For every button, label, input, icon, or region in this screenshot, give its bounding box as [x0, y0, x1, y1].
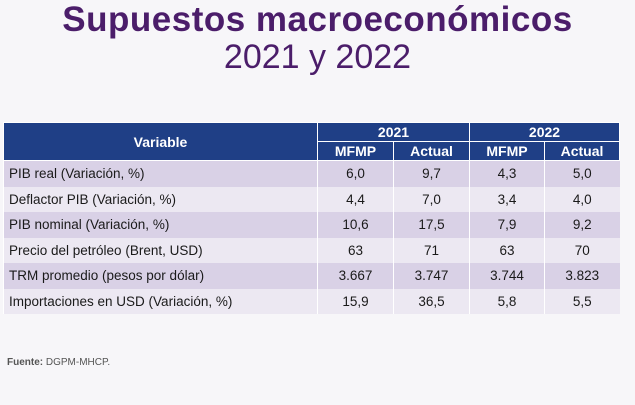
row-label: Deflactor PIB (Variación, %): [3, 186, 318, 212]
subheader-mfmp-2022: MFMP: [469, 141, 545, 161]
row-label: Precio del petróleo (Brent, USD): [3, 237, 318, 263]
cell-value: 63: [317, 237, 394, 263]
cell-value: 15,9: [317, 288, 394, 314]
cell-value: 10,6: [317, 212, 394, 238]
table-row: PIB nominal (Variación, %) 10,6 17,5 7,9…: [3, 212, 620, 238]
cell-value: 7,9: [469, 212, 545, 238]
source-text: DGPM-MHCP.: [45, 357, 111, 368]
page-title: Supuestos macroeconómicos: [62, 0, 573, 39]
variable-column-header: Variable: [3, 122, 318, 161]
cell-value: 6,0: [317, 160, 394, 187]
cell-value: 17,5: [393, 212, 470, 238]
cell-value: 7,0: [393, 186, 470, 212]
cell-value: 5,0: [544, 160, 620, 187]
year-header-2021: 2021: [317, 122, 470, 142]
cell-value: 36,5: [393, 288, 470, 314]
cell-value: 9,7: [393, 160, 470, 187]
source-label: Fuente:: [7, 357, 44, 368]
cell-value: 4,0: [544, 186, 620, 212]
cell-value: 3,4: [469, 186, 545, 212]
cell-value: 5,8: [469, 288, 545, 314]
table-row: Precio del petróleo (Brent, USD) 63 71 6…: [3, 237, 620, 263]
row-label: PIB nominal (Variación, %): [3, 212, 318, 238]
cell-value: 3.823: [544, 263, 620, 289]
subheader-mfmp-2021: MFMP: [317, 141, 394, 161]
row-label: Importaciones en USD (Variación, %): [3, 288, 318, 314]
cell-value: 4,4: [317, 186, 394, 212]
row-label: TRM promedio (pesos por dólar): [3, 263, 318, 289]
assumptions-table-container: Variable 2021 2022 MFMP Actual MFMP Actu…: [3, 122, 620, 314]
subheader-actual-2022: Actual: [544, 141, 620, 161]
cell-value: 5,5: [544, 288, 620, 314]
source-note: Fuente: DGPM-MHCP.: [7, 357, 110, 368]
cell-value: 63: [469, 237, 545, 263]
year-header-2022: 2022: [469, 122, 620, 142]
table-row: TRM promedio (pesos por dólar) 3.667 3.7…: [3, 263, 620, 289]
cell-value: 9,2: [544, 212, 620, 238]
cell-value: 3.744: [469, 263, 545, 289]
cell-value: 70: [544, 237, 620, 263]
table-row: Deflactor PIB (Variación, %) 4,4 7,0 3,4…: [3, 186, 620, 212]
page-subtitle: 2021 y 2022: [223, 38, 412, 76]
cell-value: 3.747: [393, 263, 470, 289]
cell-value: 4,3: [469, 160, 545, 187]
subheader-actual-2021: Actual: [393, 141, 470, 161]
assumptions-table: Variable 2021 2022 MFMP Actual MFMP Actu…: [3, 122, 620, 314]
table-row: Importaciones en USD (Variación, %) 15,9…: [3, 288, 620, 314]
table-row: PIB real (Variación, %) 6,0 9,7 4,3 5,0: [3, 160, 620, 187]
row-label: PIB real (Variación, %): [3, 160, 318, 187]
cell-value: 3.667: [317, 263, 394, 289]
cell-value: 71: [393, 237, 470, 263]
